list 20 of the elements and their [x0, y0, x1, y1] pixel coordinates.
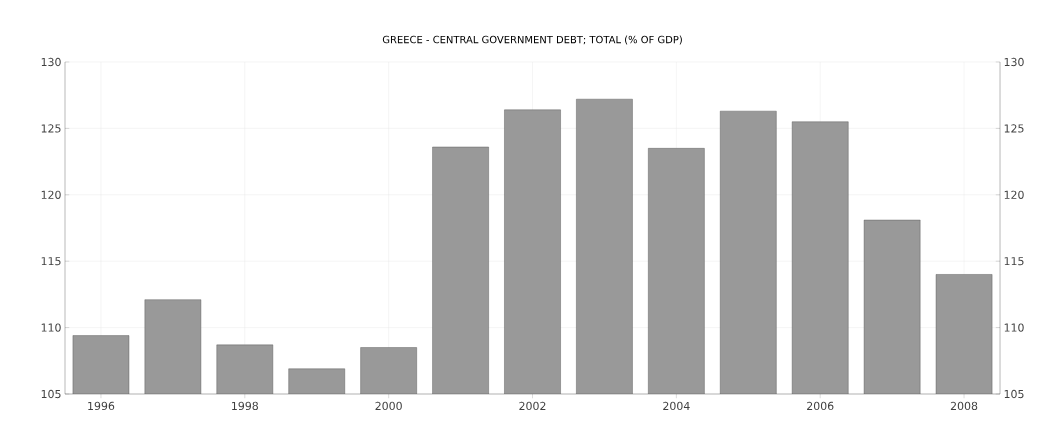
y-tick-label: 110: [41, 323, 61, 332]
x-tick-label: 2000: [375, 401, 402, 411]
y-tick-label: 125: [41, 124, 61, 133]
x-tick-label: 2006: [807, 401, 834, 411]
y2-tick-label: 130: [1004, 57, 1024, 67]
y2-tick-label: 115: [1004, 257, 1024, 266]
x-tick-label: 2008: [950, 401, 978, 411]
x-tick-label: 1998: [232, 401, 258, 411]
y2-tick-label: 105: [1004, 389, 1024, 399]
x-tick-label: 2002: [519, 401, 546, 411]
x-tick-label: 1996: [88, 401, 115, 411]
y-tick-label: 105: [41, 389, 61, 399]
x-tick-label: 2004: [663, 401, 690, 411]
y2-tick-label: 120: [1004, 190, 1024, 199]
y2-tick-label: 125: [1004, 124, 1024, 133]
chart-title: GREECE - CENTRAL GOVERNMENT DEBT; TOTAL (% OF GDP): [382, 35, 682, 45]
y2-tick-label: 110: [1004, 323, 1024, 332]
y-tick-label: 120: [41, 190, 61, 199]
y-tick-label: 130: [41, 57, 61, 67]
y-tick-label: 115: [41, 257, 61, 266]
